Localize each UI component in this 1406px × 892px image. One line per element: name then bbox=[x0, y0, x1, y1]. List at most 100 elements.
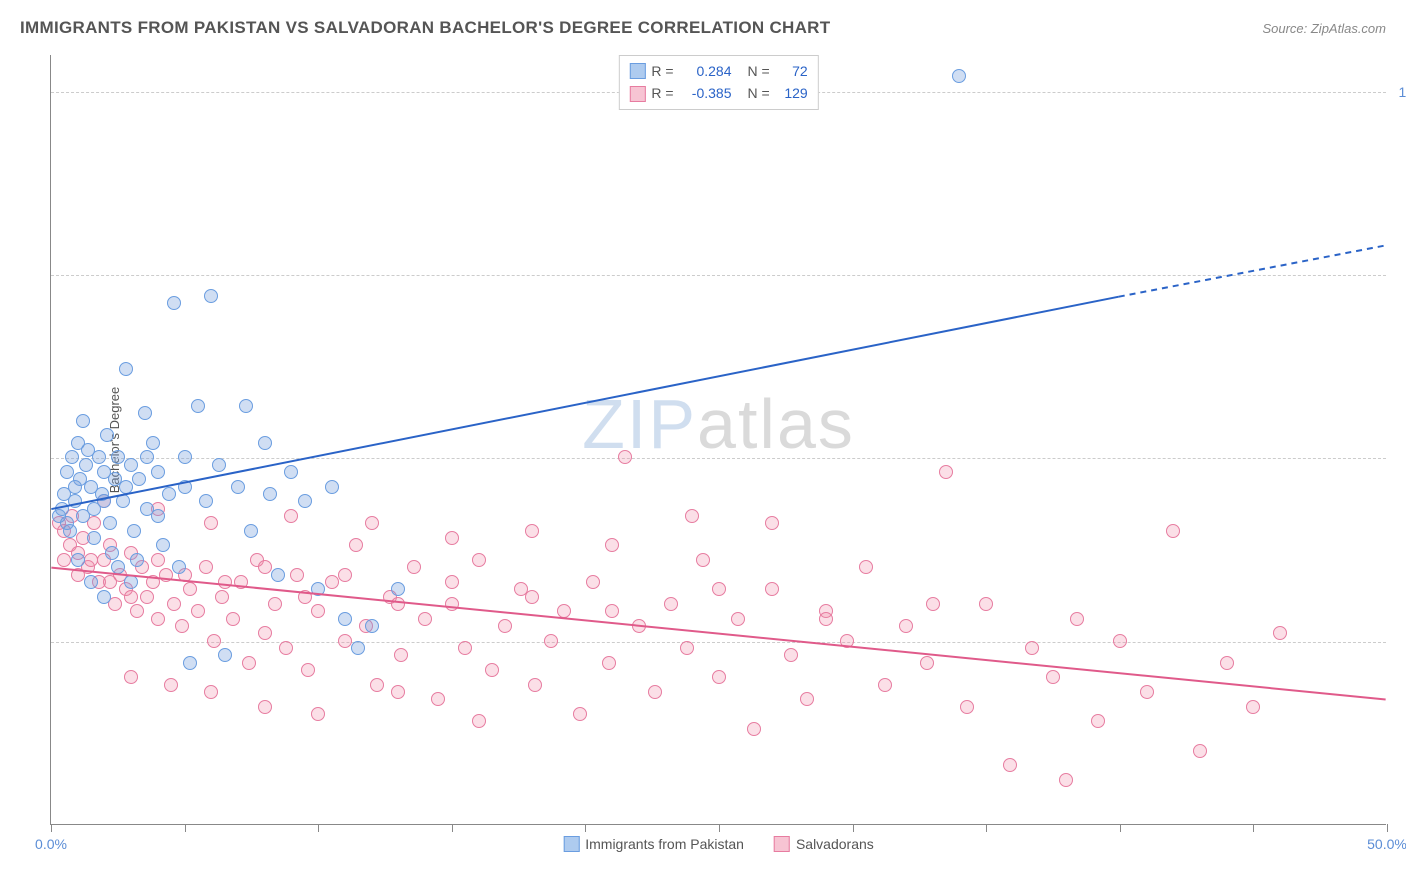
data-point bbox=[55, 502, 69, 516]
data-point bbox=[899, 619, 913, 633]
data-point bbox=[130, 604, 144, 618]
data-point bbox=[130, 553, 144, 567]
data-point bbox=[351, 641, 365, 655]
r-label-1: R = bbox=[651, 82, 673, 104]
data-point bbox=[140, 590, 154, 604]
swatch-series-1 bbox=[629, 86, 645, 102]
x-tick bbox=[51, 824, 52, 832]
data-point bbox=[1246, 700, 1260, 714]
data-point bbox=[124, 670, 138, 684]
data-point bbox=[685, 509, 699, 523]
gridline-h bbox=[51, 275, 1386, 276]
data-point bbox=[939, 465, 953, 479]
data-point bbox=[162, 487, 176, 501]
data-point bbox=[204, 289, 218, 303]
data-point bbox=[1166, 524, 1180, 538]
n-label-0: N = bbox=[748, 60, 770, 82]
data-point bbox=[1091, 714, 1105, 728]
data-point bbox=[1220, 656, 1234, 670]
data-point bbox=[68, 494, 82, 508]
data-point bbox=[146, 436, 160, 450]
data-point bbox=[920, 656, 934, 670]
data-point bbox=[284, 465, 298, 479]
data-point bbox=[103, 575, 117, 589]
data-point bbox=[391, 597, 405, 611]
series-1-name: Salvadorans bbox=[796, 836, 874, 852]
data-point bbox=[124, 575, 138, 589]
data-point bbox=[525, 524, 539, 538]
data-point bbox=[156, 538, 170, 552]
x-tick bbox=[318, 824, 319, 832]
legend-row-series-1: R = -0.385 N = 129 bbox=[629, 82, 807, 104]
swatch-series-0 bbox=[629, 63, 645, 79]
data-point bbox=[298, 494, 312, 508]
data-point bbox=[167, 597, 181, 611]
data-point bbox=[151, 612, 165, 626]
data-point bbox=[1070, 612, 1084, 626]
data-point bbox=[151, 509, 165, 523]
data-point bbox=[586, 575, 600, 589]
data-point bbox=[602, 656, 616, 670]
data-point bbox=[311, 582, 325, 596]
gridline-h bbox=[51, 642, 1386, 643]
data-point bbox=[191, 399, 205, 413]
data-point bbox=[258, 560, 272, 574]
data-point bbox=[215, 590, 229, 604]
data-point bbox=[391, 685, 405, 699]
data-point bbox=[298, 590, 312, 604]
data-point bbox=[191, 604, 205, 618]
data-point bbox=[268, 597, 282, 611]
data-point bbox=[263, 487, 277, 501]
data-point bbox=[325, 575, 339, 589]
data-point bbox=[800, 692, 814, 706]
data-point bbox=[178, 480, 192, 494]
swatch-series-0-b bbox=[563, 836, 579, 852]
data-point bbox=[618, 450, 632, 464]
data-point bbox=[472, 714, 486, 728]
data-point bbox=[60, 516, 74, 530]
x-tick bbox=[853, 824, 854, 832]
data-point bbox=[258, 700, 272, 714]
data-point bbox=[528, 678, 542, 692]
data-point bbox=[445, 531, 459, 545]
data-point bbox=[765, 516, 779, 530]
data-point bbox=[97, 590, 111, 604]
data-point bbox=[242, 656, 256, 670]
data-point bbox=[60, 465, 74, 479]
data-point bbox=[146, 575, 160, 589]
data-point bbox=[124, 458, 138, 472]
data-point bbox=[92, 450, 106, 464]
data-point bbox=[605, 604, 619, 618]
data-point bbox=[105, 546, 119, 560]
data-point bbox=[544, 634, 558, 648]
data-point bbox=[370, 678, 384, 692]
data-point bbox=[765, 582, 779, 596]
title-row: IMMIGRANTS FROM PAKISTAN VS SALVADORAN B… bbox=[20, 18, 1386, 38]
data-point bbox=[338, 634, 352, 648]
data-point bbox=[1025, 641, 1039, 655]
data-point bbox=[391, 582, 405, 596]
data-point bbox=[204, 516, 218, 530]
data-point bbox=[234, 575, 248, 589]
n-label-1: N = bbox=[748, 82, 770, 104]
data-point bbox=[632, 619, 646, 633]
data-point bbox=[183, 582, 197, 596]
data-point bbox=[859, 560, 873, 574]
data-point bbox=[525, 590, 539, 604]
data-point bbox=[172, 560, 186, 574]
data-point bbox=[132, 472, 146, 486]
series-legend: Immigrants from Pakistan Salvadorans bbox=[563, 836, 874, 852]
data-point bbox=[680, 641, 694, 655]
data-point bbox=[183, 656, 197, 670]
data-point bbox=[338, 568, 352, 582]
data-point bbox=[226, 612, 240, 626]
data-point bbox=[97, 494, 111, 508]
data-point bbox=[271, 568, 285, 582]
data-point bbox=[573, 707, 587, 721]
data-point bbox=[68, 480, 82, 494]
source-prefix: Source: bbox=[1262, 21, 1310, 36]
data-point bbox=[199, 560, 213, 574]
watermark-part-a: ZIP bbox=[582, 385, 697, 463]
data-point bbox=[311, 707, 325, 721]
x-tick bbox=[1387, 824, 1388, 832]
